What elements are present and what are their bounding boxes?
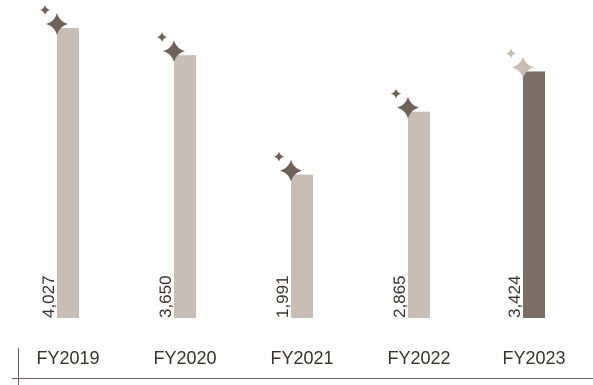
x-tick-label: FY2019: [36, 348, 99, 368]
value-label: 1,991: [273, 275, 292, 318]
x-tick-label: FY2021: [270, 348, 333, 368]
value-label: 3,424: [505, 275, 524, 318]
bar-fy2020: [174, 55, 196, 319]
sparkle-icon: [512, 56, 534, 79]
value-label: 4,027: [39, 275, 58, 318]
value-labels-layer: 4,027 3,650 1,991 2,865 3,424: [39, 275, 524, 318]
sparkle-icon: [280, 159, 302, 182]
bars-layer: [40, 5, 545, 319]
sparkle-small-icon: [157, 32, 167, 43]
sparkle-icon: [397, 96, 419, 119]
sparkle-icon: [46, 13, 68, 35]
bar-fy2021: [291, 174, 313, 318]
x-tick-label: FY2020: [153, 348, 216, 368]
x-tick-labels-layer: FY2019 FY2020 FY2021 FY2022 FY2023: [36, 348, 565, 368]
bar-fy2019: [57, 28, 79, 318]
sparkle-small-icon: [391, 88, 401, 99]
sparkle-icon: [163, 40, 185, 63]
bar-fy2022: [408, 111, 430, 318]
sparkle-small-icon: [40, 5, 50, 15]
bar-fy2023: [523, 71, 545, 319]
value-label: 2,865: [390, 275, 409, 318]
value-label: 3,650: [156, 275, 175, 318]
sparkle-small-icon: [274, 151, 284, 162]
sparkle-small-icon: [506, 48, 516, 59]
x-tick-label: FY2022: [387, 348, 450, 368]
x-tick-label: FY2023: [502, 348, 565, 368]
